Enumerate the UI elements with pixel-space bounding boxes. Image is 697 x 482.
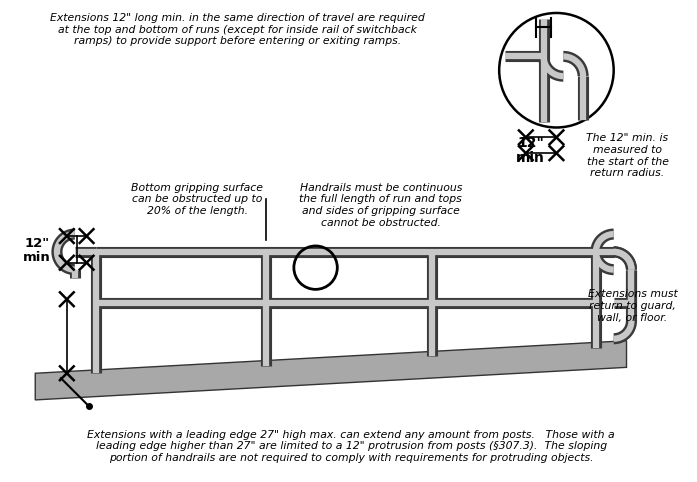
Text: Extensions with a leading edge 27" high max. can extend any amount from posts.  : Extensions with a leading edge 27" high … xyxy=(87,429,615,463)
Text: Handrails must be continuous
the full length of run and tops
and sides of grippi: Handrails must be continuous the full le… xyxy=(299,183,462,228)
Circle shape xyxy=(499,13,613,127)
Polygon shape xyxy=(36,341,627,400)
Text: Bottom gripping surface
can be obstructed up to
20% of the length.: Bottom gripping surface can be obstructe… xyxy=(131,183,263,216)
Text: The 12" min. is
measured to
the start of the
return radius.: The 12" min. is measured to the start of… xyxy=(586,134,668,178)
Text: Extensions must
return to guard,
wall, or floor.: Extensions must return to guard, wall, o… xyxy=(588,289,677,322)
Text: min: min xyxy=(516,151,545,165)
Text: 12": 12" xyxy=(517,136,544,150)
Text: 12": 12" xyxy=(24,238,49,251)
Text: Extensions 12" long min. in the same direction of travel are required
at the top: Extensions 12" long min. in the same dir… xyxy=(50,13,425,46)
Text: min: min xyxy=(23,251,51,264)
